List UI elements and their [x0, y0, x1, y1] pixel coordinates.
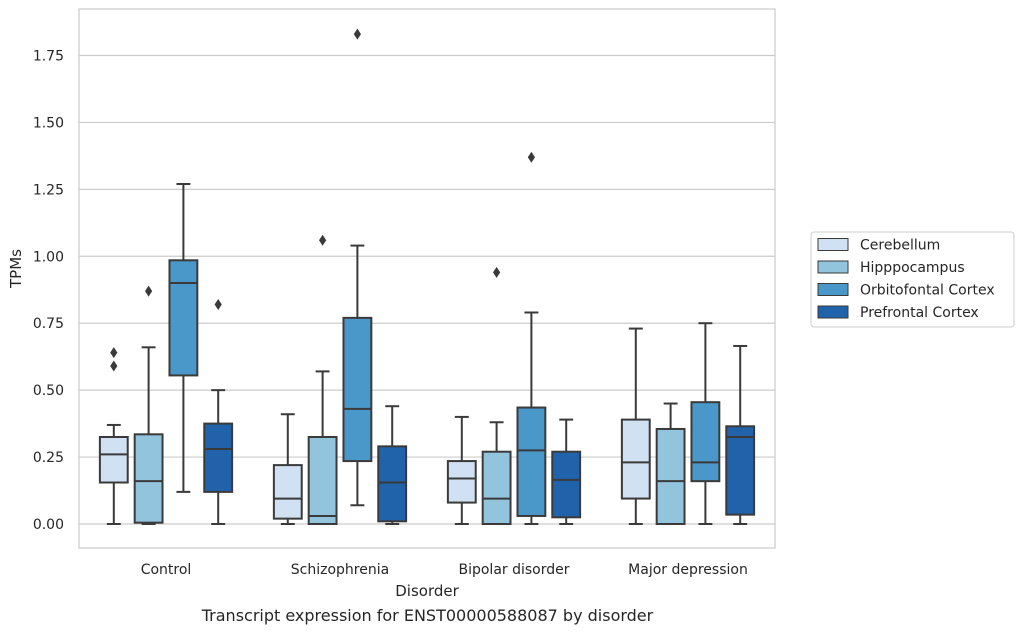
box-group	[446, 415, 477, 525]
x-tick-label: Major depression	[628, 562, 748, 578]
box	[168, 259, 199, 377]
box	[690, 401, 721, 483]
box-group	[516, 151, 547, 525]
outlier-point	[110, 347, 118, 359]
box	[377, 445, 408, 523]
box-group	[272, 413, 303, 525]
y-tick-label: 1.25	[33, 182, 64, 198]
box	[516, 406, 547, 517]
box-group	[342, 28, 373, 507]
box	[446, 460, 477, 504]
box-group	[481, 266, 512, 525]
box	[481, 450, 512, 525]
y-tick-label: 1.75	[33, 49, 64, 65]
box-group	[725, 344, 756, 525]
series-cerebellum	[98, 327, 651, 525]
box-group	[620, 327, 651, 525]
box	[272, 464, 303, 520]
legend-swatch	[817, 238, 849, 251]
box	[725, 425, 756, 516]
box-group	[203, 298, 234, 525]
box-group	[98, 347, 129, 525]
box-group	[377, 405, 408, 525]
y-tick-label: 0.00	[33, 517, 64, 533]
box	[655, 427, 686, 525]
box-group	[133, 285, 164, 525]
x-tick-label: Control	[141, 562, 192, 578]
plot-frame	[78, 8, 776, 549]
legend-label: Orbitofontal Cortex	[860, 283, 995, 299]
box-group	[168, 183, 199, 493]
box	[133, 433, 164, 524]
x-tick-labels: Control Schizophrenia Bipolar disorder Majo…	[141, 562, 748, 578]
outlier-point	[527, 151, 535, 163]
legend: Cerebellum Hipppocampus Orbitofontal Corte…	[810, 231, 1015, 328]
legend-swatch	[817, 283, 849, 296]
legend-label: Cerebellum	[860, 238, 940, 254]
chart-caption: Transcript expression for ENST0000058808…	[201, 606, 654, 625]
y-tick-label: 0.50	[33, 383, 64, 399]
legend-label: Hipppocampus	[860, 260, 965, 276]
legend-swatch	[817, 305, 849, 319]
x-tick-label: Schizophrenia	[291, 562, 389, 578]
x-tick-label: Bipolar disorder	[458, 562, 569, 578]
box	[620, 418, 651, 500]
series-prefrontal-cortex	[203, 298, 756, 525]
y-tick-labels: 0.00 0.25 0.50 0.75 1.00 1.25 1.50 1.75	[33, 49, 64, 534]
series-orbitofontal-cortex	[168, 28, 721, 525]
outlier-point	[145, 285, 153, 297]
box	[98, 435, 129, 484]
box	[307, 435, 338, 525]
box	[203, 422, 234, 493]
box-group	[655, 402, 686, 525]
outlier-point	[493, 266, 501, 278]
outlier-point	[319, 234, 327, 246]
legend-frame	[810, 231, 1015, 328]
x-axis-label: Disorder	[395, 582, 459, 600]
legend-label: Prefrontal Cortex	[860, 305, 979, 321]
box-group	[307, 234, 338, 525]
box	[342, 316, 373, 463]
outlier-point	[353, 28, 361, 40]
legend-swatch	[817, 260, 849, 274]
box	[551, 450, 582, 519]
box-series	[98, 28, 756, 525]
box-group	[690, 322, 721, 525]
series-hipppocampus	[133, 234, 686, 525]
y-tick-label: 1.00	[33, 249, 64, 265]
outlier-point	[214, 298, 222, 310]
box-group	[551, 418, 582, 525]
y-axis-label: TPMs	[7, 249, 25, 289]
outlier-point	[110, 360, 118, 372]
y-tick-label: 1.50	[33, 115, 64, 131]
y-tick-label: 0.75	[33, 316, 64, 332]
y-tick-label: 0.25	[33, 450, 64, 466]
